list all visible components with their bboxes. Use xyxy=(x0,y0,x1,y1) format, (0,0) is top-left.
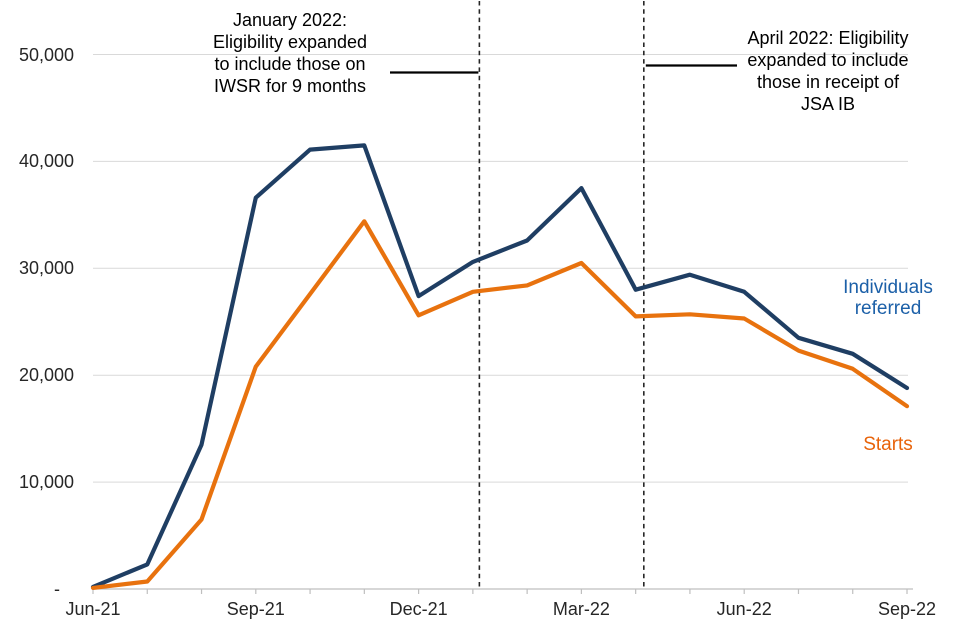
x-axis-label: Jun-21 xyxy=(65,599,121,619)
x-axis-label: Jun-22 xyxy=(716,599,772,619)
y-axis-label: 30,000 xyxy=(18,258,74,279)
series-line-starts xyxy=(90,219,910,591)
x-axis-label: Sep-22 xyxy=(877,599,937,619)
x-axis-label: Mar-22 xyxy=(552,599,610,619)
series-label-starts: Starts xyxy=(863,434,913,455)
y-axis-label: 50,000 xyxy=(18,44,74,65)
x-axis-label: Sep-21 xyxy=(226,599,285,619)
series-line-individuals-referred xyxy=(90,143,910,590)
annotation-january-2022: January 2022: Eligibility expanded to in… xyxy=(212,10,368,96)
y-axis-label: 20,000 xyxy=(18,365,74,386)
x-axis-label: Dec-21 xyxy=(389,599,448,619)
y-axis-label: 40,000 xyxy=(18,151,74,172)
series-label-individuals-referred: Individuals referred xyxy=(843,277,933,319)
y-axis-label: 10,000 xyxy=(18,472,74,493)
annotation-april-2022: April 2022: Eligibility expanded to incl… xyxy=(747,28,909,114)
y-axis-label: - xyxy=(54,579,60,599)
